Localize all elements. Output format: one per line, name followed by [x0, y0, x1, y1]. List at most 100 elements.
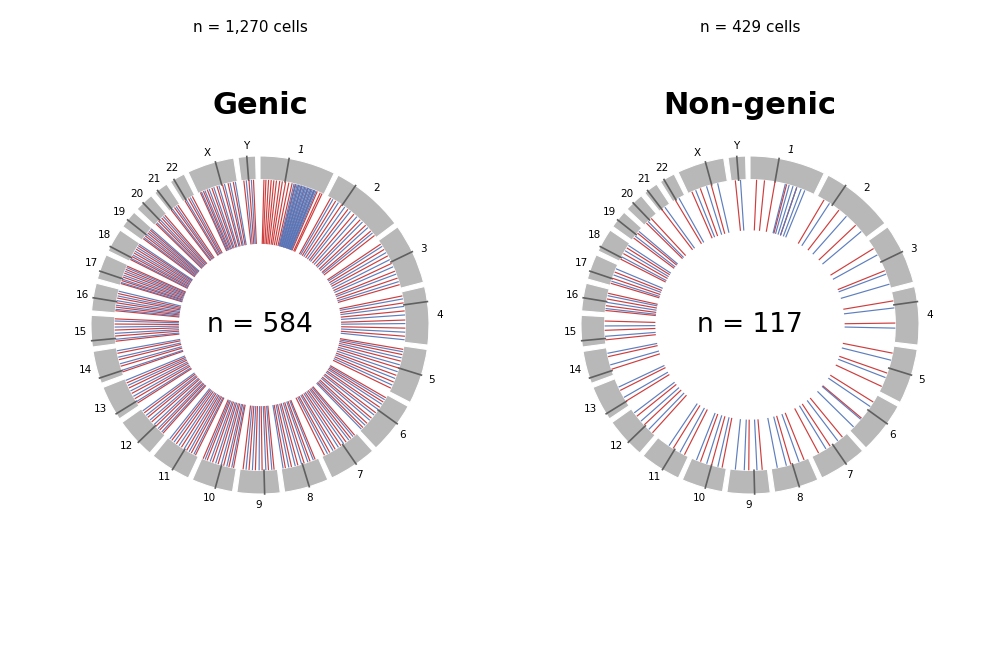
Wedge shape — [97, 255, 128, 285]
Text: 14: 14 — [569, 365, 582, 375]
Text: 18: 18 — [588, 229, 601, 240]
Wedge shape — [378, 227, 424, 288]
Text: Y: Y — [243, 140, 249, 151]
Text: 15: 15 — [563, 326, 577, 337]
Wedge shape — [123, 213, 152, 240]
Wedge shape — [155, 184, 180, 211]
Wedge shape — [327, 175, 395, 237]
Text: 9: 9 — [255, 500, 262, 510]
Text: 21: 21 — [637, 174, 651, 185]
Wedge shape — [188, 158, 237, 194]
Text: 20: 20 — [620, 189, 633, 199]
Wedge shape — [850, 395, 898, 448]
Wedge shape — [402, 287, 429, 345]
Text: 8: 8 — [796, 493, 803, 503]
Text: X: X — [204, 148, 211, 158]
Wedge shape — [192, 458, 236, 492]
Wedge shape — [727, 469, 770, 494]
Text: 1: 1 — [787, 145, 794, 155]
Wedge shape — [879, 346, 917, 402]
Text: 12: 12 — [610, 441, 623, 451]
Text: n = 1,270 cells: n = 1,270 cells — [193, 20, 307, 34]
Wedge shape — [170, 174, 195, 202]
Text: 15: 15 — [73, 326, 87, 337]
Text: 17: 17 — [574, 258, 588, 268]
Text: 10: 10 — [692, 493, 705, 502]
Text: 19: 19 — [113, 207, 126, 217]
Wedge shape — [137, 196, 166, 226]
Text: 17: 17 — [84, 258, 98, 268]
Text: n = 429 cells: n = 429 cells — [700, 20, 800, 34]
Text: 5: 5 — [428, 375, 435, 385]
Text: 18: 18 — [98, 229, 111, 240]
Text: Genic: Genic — [212, 91, 308, 120]
Text: 1: 1 — [297, 145, 304, 155]
Wedge shape — [627, 196, 656, 226]
Wedge shape — [750, 156, 824, 194]
Text: 4: 4 — [436, 310, 443, 320]
Text: 21: 21 — [147, 174, 161, 185]
Wedge shape — [643, 437, 688, 478]
Text: 2: 2 — [373, 183, 380, 192]
Text: 7: 7 — [356, 470, 363, 480]
Wedge shape — [583, 348, 614, 383]
Wedge shape — [108, 230, 140, 261]
Text: n = 584: n = 584 — [207, 312, 313, 338]
Wedge shape — [771, 458, 818, 492]
Text: 16: 16 — [566, 290, 579, 300]
Text: 16: 16 — [76, 290, 89, 300]
Text: 3: 3 — [910, 244, 916, 254]
Wedge shape — [103, 379, 139, 419]
Text: Non-genic: Non-genic — [664, 91, 836, 120]
Wedge shape — [92, 283, 119, 313]
Text: 19: 19 — [603, 207, 616, 217]
Text: n = 117: n = 117 — [697, 312, 803, 338]
Wedge shape — [892, 287, 919, 345]
Text: 22: 22 — [655, 163, 668, 173]
Wedge shape — [678, 158, 727, 194]
Wedge shape — [237, 469, 280, 494]
Wedge shape — [660, 174, 685, 202]
Text: 11: 11 — [158, 473, 171, 482]
Wedge shape — [581, 315, 606, 347]
Text: 7: 7 — [846, 470, 853, 480]
Wedge shape — [613, 213, 642, 240]
Wedge shape — [645, 184, 670, 211]
Text: 6: 6 — [399, 430, 406, 440]
Wedge shape — [122, 409, 165, 453]
Wedge shape — [817, 175, 885, 237]
Text: 13: 13 — [94, 404, 107, 413]
Wedge shape — [260, 156, 334, 194]
Text: 9: 9 — [745, 500, 752, 510]
Wedge shape — [582, 283, 609, 313]
Text: 6: 6 — [889, 430, 896, 440]
Wedge shape — [91, 315, 116, 347]
Wedge shape — [322, 434, 373, 478]
Text: 2: 2 — [863, 183, 870, 192]
Text: 13: 13 — [584, 404, 597, 413]
Text: 12: 12 — [120, 441, 133, 451]
Wedge shape — [612, 409, 655, 453]
Text: Y: Y — [733, 140, 739, 151]
Text: 22: 22 — [165, 163, 178, 173]
Wedge shape — [281, 458, 328, 492]
Text: X: X — [694, 148, 701, 158]
Wedge shape — [93, 348, 124, 383]
Wedge shape — [812, 434, 863, 478]
Wedge shape — [587, 255, 618, 285]
Wedge shape — [360, 395, 408, 448]
Text: 3: 3 — [420, 244, 426, 254]
Wedge shape — [682, 458, 726, 492]
Text: 10: 10 — [202, 493, 215, 502]
Wedge shape — [598, 230, 630, 261]
Wedge shape — [238, 156, 256, 181]
Wedge shape — [728, 156, 746, 181]
Text: 5: 5 — [918, 375, 925, 385]
Text: 4: 4 — [926, 310, 933, 320]
Text: 14: 14 — [79, 365, 92, 375]
Wedge shape — [389, 346, 427, 402]
Wedge shape — [593, 379, 629, 419]
Wedge shape — [868, 227, 914, 288]
Wedge shape — [153, 437, 198, 478]
Text: 20: 20 — [130, 189, 143, 199]
